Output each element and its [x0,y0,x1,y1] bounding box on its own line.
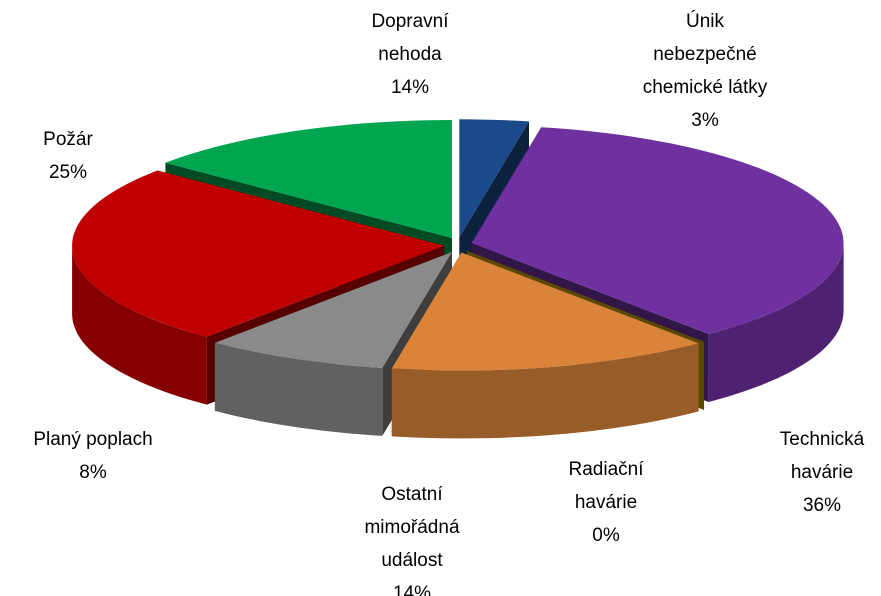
slice [391,252,699,371]
slice-label: chemické látky [643,77,768,98]
slice-label: havárie [575,492,637,513]
slice-label: Ostatní [381,484,443,505]
slice [466,250,704,342]
slice [459,119,529,238]
slice [165,120,452,238]
value-label: 0% [592,525,620,546]
slice [72,170,445,337]
slice-side [708,243,844,402]
slice-label: Únik [686,10,725,32]
slice-label: Požár [43,129,93,150]
slice-side [72,245,207,405]
slice [214,252,452,368]
slice [471,127,844,334]
slice-label: nehoda [378,44,442,65]
value-label: 14% [391,77,429,98]
slice-label: Dopravní [371,11,449,32]
slice-label: mimořádná [364,517,459,538]
value-label: 36% [803,495,841,516]
value-label: 14% [393,583,431,596]
slice-label: Planý poplach [33,429,152,450]
slice-label: Technická [780,429,865,450]
slice-side [214,342,383,436]
value-label: 25% [49,162,87,183]
slice-label: Radiační [569,459,645,480]
slice-side [391,343,699,439]
slice-label: nebezpečné [653,44,757,65]
value-label: 8% [79,462,107,483]
slice-label: havárie [791,462,853,483]
value-label: 3% [691,110,719,131]
slice-label: událost [381,550,443,571]
